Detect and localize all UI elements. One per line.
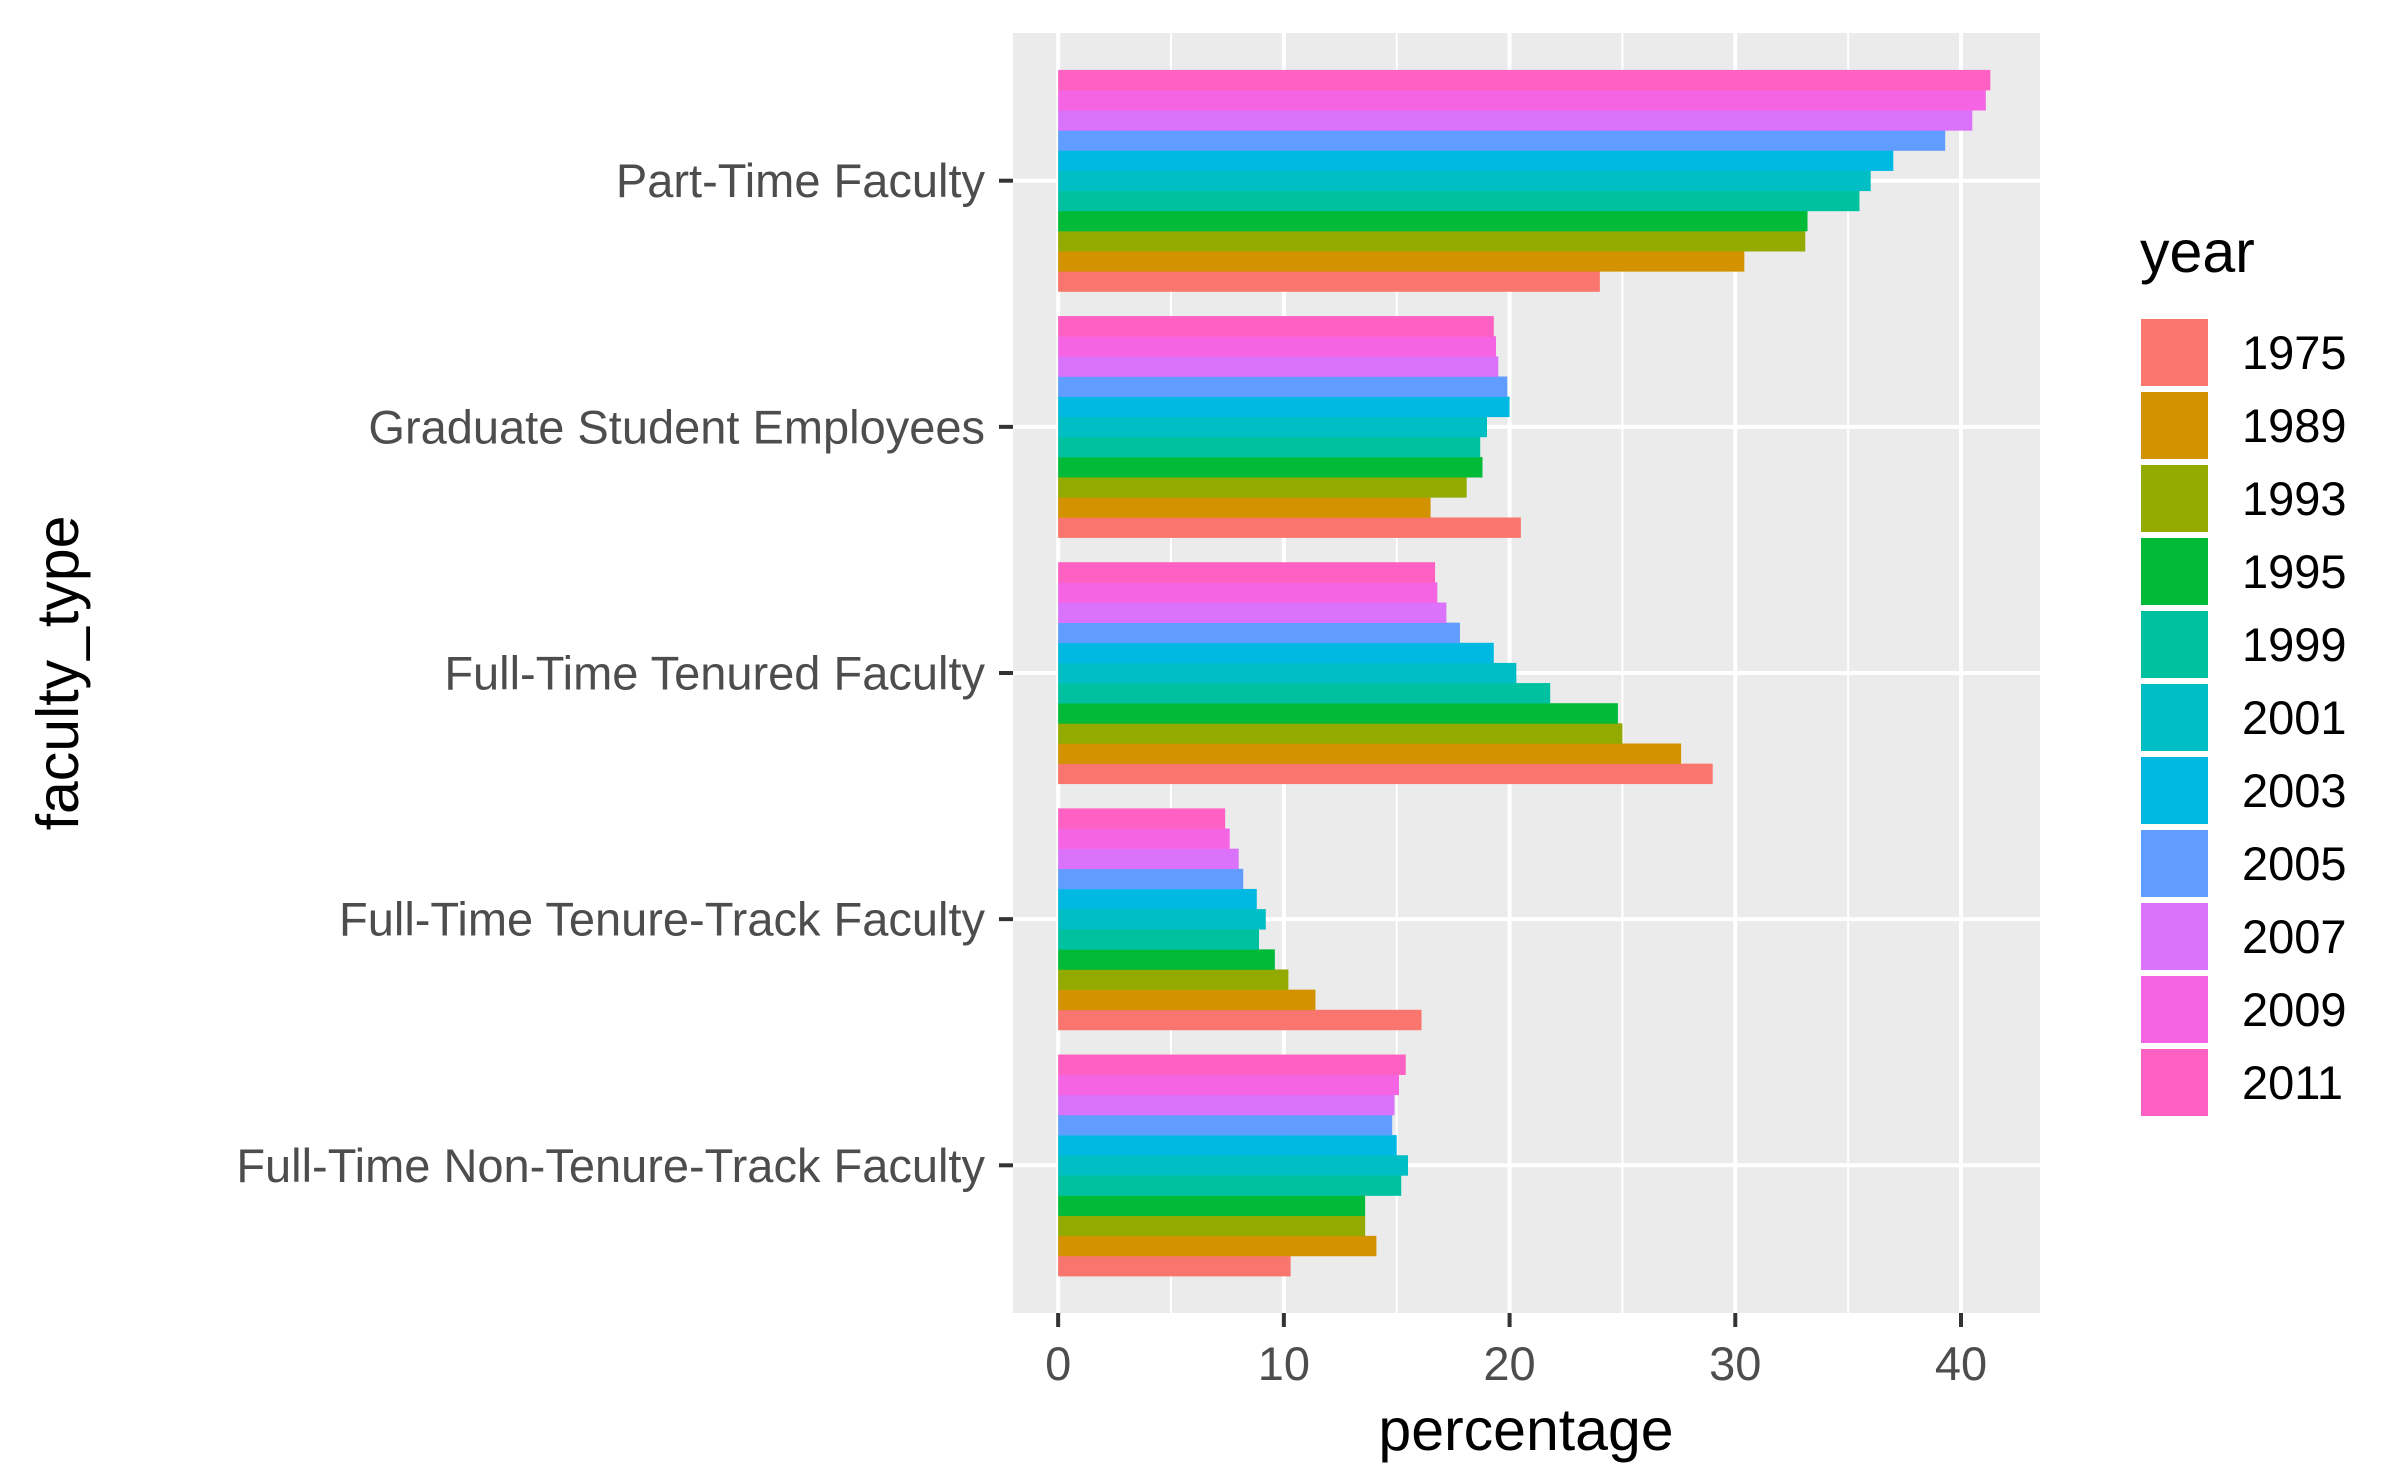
bar-2007-graduate-student-employees — [1058, 356, 1499, 377]
legend-key-2001 — [2139, 682, 2210, 753]
bar-1989-graduate-student-employees — [1058, 497, 1431, 518]
bar-1975-full-time-non-tenure-track-faculty — [1058, 1255, 1291, 1277]
legend: year 1975 1989 1993 1995 1999 2001 2003 2005 200… — [2139, 219, 2347, 1118]
bar-2003-full-time-tenure-track-faculty — [1058, 888, 1257, 910]
bar-2003-full-time-tenured-faculty — [1058, 642, 1494, 664]
bar-2007-part-time-faculty — [1058, 110, 1973, 131]
bar-1995-full-time-tenured-faculty — [1058, 703, 1618, 724]
bar-1995-graduate-student-employees — [1058, 457, 1483, 478]
bar-2003-full-time-non-tenure-track-faculty — [1058, 1135, 1397, 1156]
legend-label-1989: 1989 — [2242, 399, 2347, 452]
bar-1993-graduate-student-employees — [1058, 477, 1467, 498]
legend-label-1993: 1993 — [2242, 472, 2347, 525]
y-tick-label: Full-Time Tenure-Track Faculty — [339, 893, 985, 946]
bar-2009-graduate-student-employees — [1058, 336, 1497, 357]
bar-2009-part-time-faculty — [1058, 90, 1986, 111]
x-tick-label: 10 — [1258, 1337, 1310, 1390]
bar-2001-graduate-student-employees — [1058, 416, 1487, 438]
y-tick-label: Full-Time Tenured Faculty — [444, 647, 985, 700]
legend-key-1995 — [2139, 536, 2210, 607]
legend-label-2007: 2007 — [2242, 910, 2347, 963]
bar-2001-full-time-tenured-faculty — [1058, 662, 1517, 684]
bar-2005-full-time-non-tenure-track-faculty — [1058, 1114, 1393, 1136]
bar-2011-full-time-non-tenure-track-faculty — [1058, 1054, 1406, 1075]
bar-1995-full-time-tenure-track-faculty — [1058, 949, 1275, 970]
bar-1989-full-time-tenured-faculty — [1058, 743, 1682, 764]
legend-label-2003: 2003 — [2242, 764, 2347, 817]
bar-1999-full-time-tenure-track-faculty — [1058, 929, 1260, 950]
bar-2003-graduate-student-employees — [1058, 396, 1510, 418]
y-axis-title: faculty_type — [25, 516, 91, 831]
bar-2011-full-time-tenure-track-faculty — [1058, 808, 1226, 829]
bar-2007-full-time-non-tenure-track-faculty — [1058, 1094, 1395, 1116]
legend-key-2011 — [2139, 1047, 2210, 1118]
legend-title: year — [2140, 219, 2255, 285]
bar-2009-full-time-non-tenure-track-faculty — [1058, 1074, 1399, 1096]
bar-1989-full-time-tenure-track-faculty — [1058, 989, 1316, 1011]
y-axis: Full-Time Non-Tenure-Track Faculty Full-T… — [236, 154, 1013, 1192]
bars — [1058, 69, 1991, 1277]
x-tick-label: 40 — [1935, 1337, 1987, 1390]
bar-1999-part-time-faculty — [1058, 190, 1860, 212]
legend-label-2005: 2005 — [2242, 837, 2347, 890]
legend-label-2011: 2011 — [2242, 1056, 2343, 1109]
bar-2005-full-time-tenure-track-faculty — [1058, 868, 1244, 890]
x-tick-label: 20 — [1483, 1337, 1535, 1390]
legend-key-2005 — [2139, 828, 2210, 899]
legend-key-2009 — [2139, 974, 2210, 1045]
bar-1993-full-time-tenured-faculty — [1058, 723, 1623, 744]
y-tick-label: Graduate Student Employees — [368, 400, 985, 453]
bar-2001-full-time-non-tenure-track-faculty — [1058, 1155, 1408, 1176]
bar-1995-full-time-non-tenure-track-faculty — [1058, 1195, 1366, 1216]
bar-2009-full-time-tenure-track-faculty — [1058, 828, 1230, 849]
bar-1975-graduate-student-employees — [1058, 517, 1521, 538]
bar-1999-full-time-non-tenure-track-faculty — [1058, 1175, 1402, 1196]
bar-2011-full-time-tenured-faculty — [1058, 562, 1436, 583]
bar-2011-part-time-faculty — [1058, 69, 1991, 91]
bar-2007-full-time-tenure-track-faculty — [1058, 848, 1239, 870]
legend-key-2007 — [2139, 901, 2210, 972]
bar-2005-part-time-faculty — [1058, 130, 1946, 151]
legend-label-2009: 2009 — [2242, 983, 2347, 1036]
x-tick-label: 30 — [1709, 1337, 1761, 1390]
bar-2005-full-time-tenured-faculty — [1058, 622, 1460, 644]
bar-1989-part-time-faculty — [1058, 251, 1745, 272]
legend-label-1995: 1995 — [2242, 545, 2347, 598]
legend-label-1999: 1999 — [2242, 618, 2347, 671]
bar-2011-graduate-student-employees — [1058, 316, 1494, 337]
legend-label-1975: 1975 — [2242, 326, 2347, 379]
bar-1999-full-time-tenured-faculty — [1058, 683, 1551, 704]
bar-1975-full-time-tenured-faculty — [1058, 763, 1713, 785]
x-axis-title: percentage — [1378, 1397, 1673, 1463]
y-tick-label: Full-Time Non-Tenure-Track Faculty — [236, 1139, 985, 1192]
bar-1995-part-time-faculty — [1058, 210, 1808, 232]
bar-2001-full-time-tenure-track-faculty — [1058, 909, 1266, 930]
bar-2001-part-time-faculty — [1058, 170, 1871, 192]
y-tick-label: Part-Time Faculty — [616, 154, 986, 207]
bar-1999-graduate-student-employees — [1058, 436, 1481, 458]
legend-key-2003 — [2139, 755, 2210, 826]
bar-1993-full-time-tenure-track-faculty — [1058, 969, 1289, 990]
bar-1989-full-time-non-tenure-track-faculty — [1058, 1235, 1377, 1257]
legend-label-2001: 2001 — [2242, 691, 2347, 744]
bar-1993-part-time-faculty — [1058, 231, 1806, 252]
bar-2003-part-time-faculty — [1058, 150, 1894, 171]
x-tick-label: 0 — [1045, 1337, 1071, 1390]
bar-1993-full-time-non-tenure-track-faculty — [1058, 1215, 1366, 1237]
legend-key-1999 — [2139, 609, 2210, 680]
bar-2005-graduate-student-employees — [1058, 376, 1508, 397]
legend-key-1993 — [2139, 463, 2210, 534]
legend-key-1989 — [2139, 390, 2210, 461]
bar-1975-part-time-faculty — [1058, 271, 1600, 292]
legend-key-1975 — [2139, 317, 2210, 388]
x-axis: 0 10 20 30 40 — [1045, 1313, 1987, 1390]
bar-2009-full-time-tenured-faculty — [1058, 582, 1438, 603]
bar-2007-full-time-tenured-faculty — [1058, 602, 1447, 623]
bar-1975-full-time-tenure-track-faculty — [1058, 1009, 1422, 1031]
